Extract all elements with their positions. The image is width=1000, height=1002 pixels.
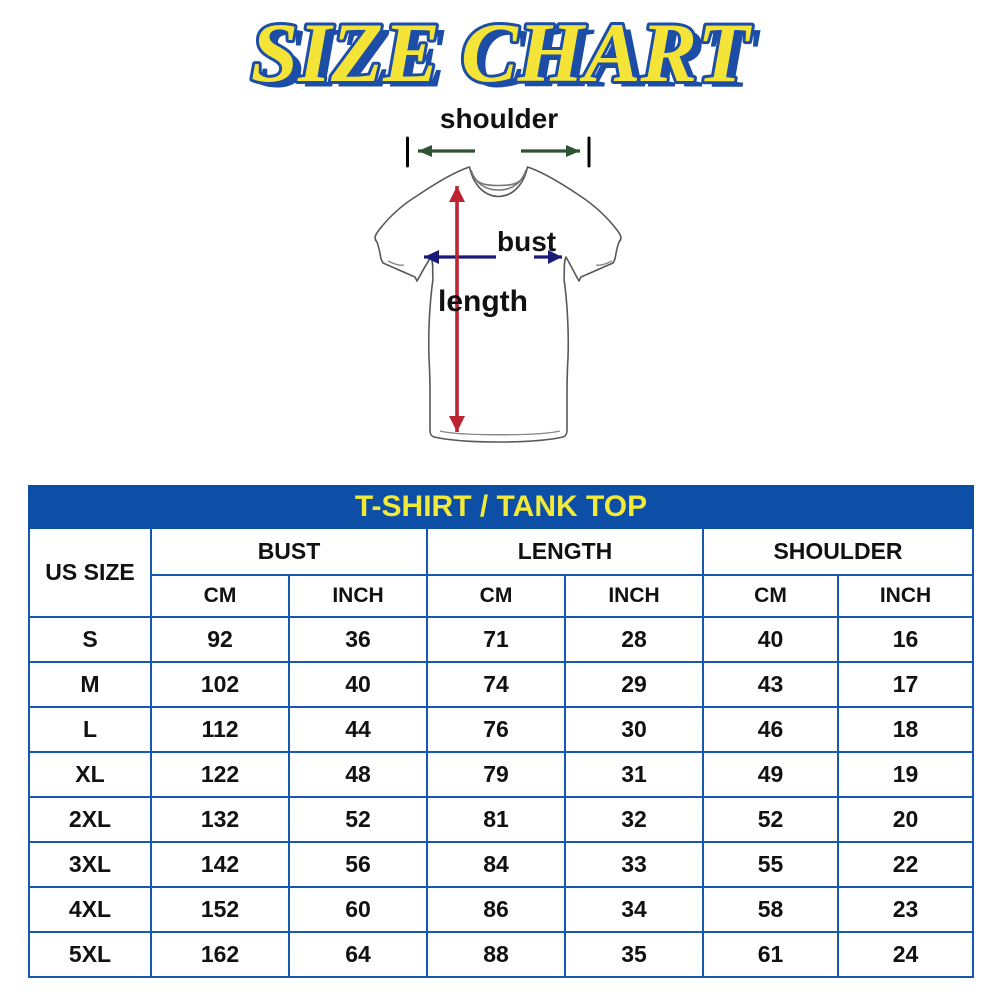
svg-text:shoulder: shoulder bbox=[440, 103, 558, 134]
svg-text:length: length bbox=[438, 285, 528, 318]
svg-text:bust: bust bbox=[497, 226, 556, 257]
